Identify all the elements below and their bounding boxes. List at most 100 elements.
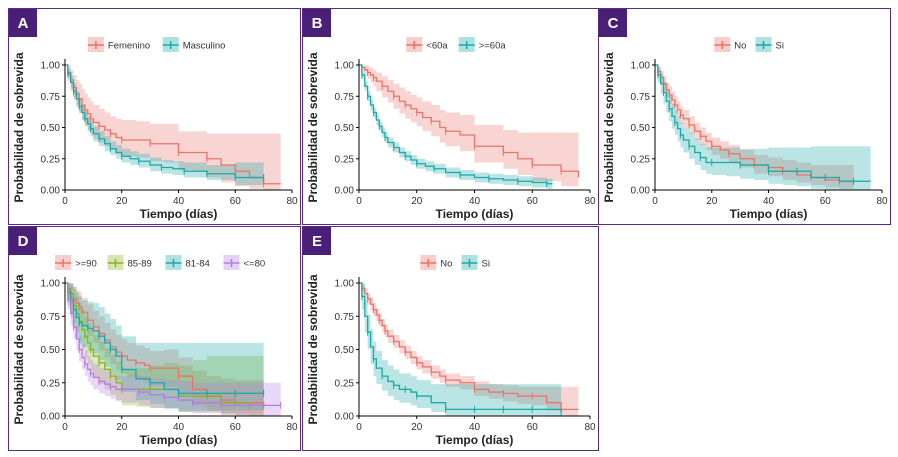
x-axis-title-e: Tiempo (días): [436, 433, 514, 447]
km-line-b-0: [359, 64, 580, 178]
y-tick-label: 0.25: [631, 154, 651, 165]
legend-b: <60a >=60a: [406, 37, 506, 52]
ci-band-d-0: [65, 283, 264, 416]
x-tick-label: 20: [706, 196, 718, 207]
y-tick-label: 0.75: [335, 92, 355, 103]
x-tick-label: 0: [356, 196, 362, 207]
km-line-e-1: [359, 282, 562, 413]
y-axis-title-d: Probabilidad de sobrevida: [12, 274, 26, 424]
panel-label-c: C: [599, 9, 627, 37]
panel-d: D >=90 85-89 81-84 <=80 0.00 0.25 0.50 0.75 1.00…: [8, 226, 301, 451]
km-chart-d: >=90 85-89 81-84 <=80 0.00 0.25 0.50 0.75 1.00 0 2…: [12, 255, 298, 447]
legend-label-b-0: <60a: [426, 41, 448, 52]
legend-c: No Si: [714, 37, 784, 52]
y-tick-label: 0.00: [631, 186, 651, 197]
x-tick-label: 40: [173, 422, 185, 433]
y-tick-label: 0.25: [335, 154, 355, 165]
ci-band-b-1: [359, 65, 553, 189]
ci-band-a-1: [65, 65, 264, 185]
x-tick-label: 20: [116, 196, 128, 207]
y-axis-title-b: Probabilidad de sobrevida: [306, 52, 320, 202]
legend-label-d-2: 81-84: [186, 259, 210, 270]
ci-band-d-2: [65, 283, 264, 411]
x-tick-label: 80: [286, 422, 298, 433]
ci-band-e-1: [359, 283, 562, 416]
y-tick-label: 0.25: [335, 378, 355, 389]
x-tick-label: 60: [820, 196, 832, 207]
y-tick-label: 1.00: [41, 61, 61, 72]
panel-label-b: B: [303, 9, 331, 37]
x-tick-label: 40: [469, 422, 481, 433]
y-tick-label: 0.00: [335, 412, 355, 423]
ci-band-c-1: [655, 65, 871, 190]
x-axis-title-b: Tiempo (días): [436, 207, 514, 221]
y-tick-label: 0.00: [335, 186, 355, 197]
y-tick-label: 1.00: [335, 279, 355, 290]
x-tick-label: 60: [527, 422, 539, 433]
x-tick-label: 40: [173, 196, 185, 207]
y-tick-label: 0.25: [41, 154, 61, 165]
panel-b: B <60a >=60a 0.00 0.25 0.50 0.75 1.00 0 20 40 60 80…: [302, 8, 599, 225]
legend-e: No Si: [420, 255, 490, 270]
legend-label-a-1: Masculino: [183, 41, 226, 52]
y-tick-label: 0.50: [335, 123, 355, 134]
km-chart-e: No Si 0.00 0.25 0.50 0.75 1.00 0 20 40 60 80 Tiempo …: [306, 255, 596, 447]
x-tick-label: 40: [469, 196, 481, 207]
x-tick-label: 20: [411, 196, 423, 207]
y-tick-label: 0.50: [41, 123, 61, 134]
y-tick-label: 0.50: [631, 123, 651, 134]
x-tick-label: 80: [584, 422, 596, 433]
panel-label-d: D: [9, 227, 37, 255]
y-tick-label: 1.00: [41, 279, 61, 290]
y-tick-label: 0.25: [41, 378, 61, 389]
km-chart-a: Femenino Masculino 0.00 0.25 0.50 0.75 1.00 0 20…: [12, 37, 298, 221]
x-tick-label: 60: [527, 196, 539, 207]
panel-c: C No Si 0.00 0.25 0.50 0.75 1.00 0 20 40 60 80 Tiemp…: [598, 8, 891, 225]
legend-label-e-1: Si: [482, 259, 490, 270]
x-tick-label: 0: [652, 196, 658, 207]
x-axis-title-c: Tiempo (días): [730, 207, 808, 221]
panel-a: A Femenino Masculino 0.00 0.25 0.50 0.75 1.00 0…: [8, 8, 301, 225]
x-tick-label: 20: [116, 422, 128, 433]
legend-d: >=90 85-89 81-84 <=80: [55, 255, 265, 270]
panel-label-e: E: [303, 227, 331, 255]
y-tick-label: 0.00: [41, 186, 61, 197]
x-tick-label: 0: [62, 196, 68, 207]
x-tick-label: 60: [230, 196, 242, 207]
y-axis-title-a: Probabilidad de sobrevida: [12, 52, 26, 202]
x-tick-label: 0: [62, 422, 68, 433]
legend-label-b-1: >=60a: [479, 41, 507, 52]
y-tick-label: 0.50: [41, 345, 61, 356]
x-tick-label: 80: [584, 196, 596, 207]
x-axis-title-a: Tiempo (días): [140, 207, 218, 221]
legend-label-a-0: Femenino: [108, 41, 150, 52]
panel-e: E No Si 0.00 0.25 0.50 0.75 1.00 0 20 40 60 80 Tiemp…: [302, 226, 599, 451]
x-tick-label: 60: [230, 422, 242, 433]
y-tick-label: 0.00: [41, 412, 61, 423]
ci-band-d-1: [65, 283, 264, 416]
y-tick-label: 0.75: [631, 92, 651, 103]
ci-band-a-0: [65, 65, 281, 190]
legend-label-e-0: No: [440, 259, 452, 270]
legend-label-c-0: No: [734, 41, 746, 52]
x-tick-label: 80: [876, 196, 888, 207]
x-tick-label: 0: [356, 422, 362, 433]
y-axis-title-c: Probabilidad de sobrevida: [602, 52, 616, 202]
legend-a: Femenino Masculino: [87, 37, 226, 52]
x-tick-label: 80: [286, 196, 298, 207]
legend-label-d-1: 85-89: [128, 259, 152, 270]
x-tick-label: 20: [411, 422, 423, 433]
y-tick-label: 1.00: [631, 61, 651, 72]
km-chart-b: <60a >=60a 0.00 0.25 0.50 0.75 1.00 0 20 40 60 80 Ti…: [306, 37, 596, 221]
x-axis-title-d: Tiempo (días): [140, 433, 218, 447]
y-tick-label: 0.75: [41, 312, 61, 323]
y-tick-label: 1.00: [335, 61, 355, 72]
legend-label-d-3: <=80: [244, 259, 266, 270]
legend-label-c-1: Si: [776, 41, 784, 52]
y-axis-title-e: Probabilidad de sobrevida: [306, 274, 320, 424]
y-tick-label: 0.75: [41, 92, 61, 103]
x-tick-label: 40: [763, 196, 775, 207]
y-tick-label: 0.75: [335, 312, 355, 323]
km-chart-c: No Si 0.00 0.25 0.50 0.75 1.00 0 20 40 60 80 Tiempo …: [602, 37, 888, 221]
panel-label-a: A: [9, 9, 37, 37]
